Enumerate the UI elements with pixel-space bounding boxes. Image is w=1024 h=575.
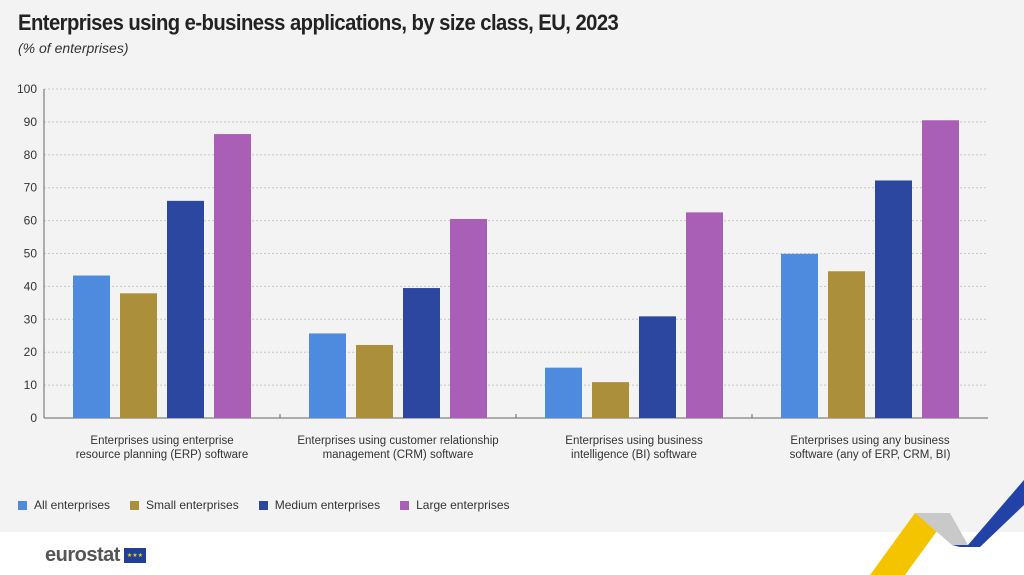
legend-swatch [130,500,140,510]
y-tick-label: 90 [24,115,38,129]
bar-all-enterprises [781,253,818,418]
y-tick-label: 40 [24,279,38,293]
legend-item: All enterprises [18,498,110,512]
decorative-chevrons [870,480,1024,575]
x-category-label: Enterprises using any business [790,435,949,447]
legend-item: Small enterprises [130,498,239,512]
x-category-label: Enterprises using customer relationship [297,435,498,447]
y-tick-label: 30 [24,312,38,326]
bar-small-enterprises [592,382,629,418]
eu-flag-icon: ★★★ [123,548,146,563]
yellow-chevron-shape [870,513,950,575]
x-category-label: software (any of ERP, CRM, BI) [790,449,951,461]
chart-title: Enterprises using e-business application… [18,10,619,35]
bar-all-enterprises [73,275,110,418]
bar-all-enterprises [309,333,346,418]
y-tick-label: 10 [24,378,38,392]
legend-label: All enterprises [34,498,111,512]
bar-large-enterprises [922,120,959,418]
bar-large-enterprises [450,218,487,418]
x-category-label: resource planning (ERP) software [76,449,249,461]
y-tick-label: 0 [30,411,37,425]
legend-item: Large enterprises [400,498,510,512]
eurostat-logo-text: eurostat [45,544,120,566]
legend-swatch [258,500,268,510]
y-tick-label: 60 [24,214,38,228]
x-category-label: management (CRM) software [323,449,474,461]
y-tick-label: 80 [24,148,38,162]
bar-medium-enterprises [875,180,912,418]
legend-label: Small enterprises [146,498,239,512]
legend-label: Large enterprises [416,498,510,512]
x-category-label: Enterprises using business [565,435,703,447]
bar-large-enterprises [214,134,251,418]
x-category-label: Enterprises using enterprise [90,435,233,447]
y-tick-label: 20 [24,345,38,359]
bar-large-enterprises [686,212,723,418]
legend: All enterprises Small enterprises Medium e… [18,498,510,512]
bar-small-enterprises [828,271,865,418]
bar-medium-enterprises [639,316,676,418]
legend-item: Medium enterprises [258,498,381,512]
blue-chevron-shape [952,480,1024,547]
legend-label: Medium enterprises [274,498,381,512]
eurostat-logo: eurostat ★★★ [45,544,146,567]
legend-swatch [18,500,27,510]
legend-swatch [400,500,410,510]
bar-small-enterprises [356,344,393,418]
footer [0,532,1024,575]
y-tick-label: 100 [17,82,37,96]
y-tick-label: 50 [24,247,38,261]
bar-medium-enterprises [167,200,204,418]
bar-all-enterprises [545,367,582,418]
y-tick-label: 70 [24,181,38,195]
x-category-label: intelligence (BI) software [571,449,697,461]
bar-small-enterprises [120,293,157,418]
grey-chevron-shape [915,513,968,545]
chart-subtitle: (% of enterprises) [18,40,129,56]
bar-medium-enterprises [403,288,440,418]
